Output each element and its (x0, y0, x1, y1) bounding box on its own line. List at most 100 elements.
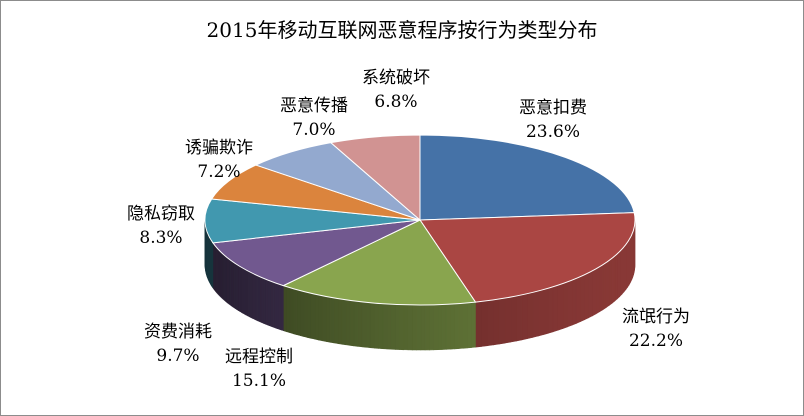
pie-side-1 (532, 290, 539, 338)
pie-side-1 (557, 283, 564, 331)
slice-value-3: 9.7% (156, 346, 199, 366)
pie-side-2 (382, 303, 388, 350)
pie-side-1 (542, 287, 549, 336)
pie-side-2 (293, 288, 298, 336)
pie-side-1 (487, 299, 494, 347)
pie-side-1 (595, 266, 600, 315)
pie-side-1 (504, 296, 512, 344)
pie-side-2 (429, 304, 434, 351)
pie-side-1 (611, 255, 616, 304)
pie-side-2 (369, 302, 375, 349)
pie-side-3 (280, 284, 284, 332)
pie-side-1 (621, 246, 625, 295)
pie-side-1 (605, 259, 610, 309)
pie-side-1 (602, 262, 607, 311)
pie-side-2 (329, 296, 335, 344)
pie-side-2 (341, 298, 347, 346)
slice-value-6: 7.0% (292, 120, 335, 140)
pie-side-1 (527, 292, 534, 340)
pie-tops (204, 134, 636, 306)
pie-side-1 (475, 301, 482, 348)
pie-side-2 (458, 302, 464, 349)
pie-side-2 (322, 295, 327, 342)
pie-side-1 (584, 272, 589, 321)
pie-side-2 (445, 303, 451, 350)
slice-value-5: 7.2% (197, 162, 240, 182)
pie-side-2 (353, 300, 359, 347)
pie-side-2 (303, 291, 308, 338)
pie-side-2 (286, 286, 291, 334)
pie-side-1 (498, 297, 506, 345)
pie-side-1 (599, 264, 604, 313)
pie-side-2 (361, 301, 367, 348)
pie-side-2 (466, 302, 472, 349)
pie-side-2 (390, 303, 396, 350)
pie-side-2 (374, 302, 379, 349)
pie-side-2 (412, 304, 417, 351)
slice-label-1: 流氓行为 (622, 307, 690, 327)
pie-slice-7 (329, 134, 421, 222)
slice-value-1: 22.2% (629, 331, 683, 351)
pie-side-2 (314, 293, 319, 341)
pie-side-2 (378, 303, 384, 350)
pie-side-1 (592, 268, 597, 317)
pie-side-1 (521, 293, 528, 341)
pie-side-1 (537, 289, 544, 337)
pie-side-1 (617, 250, 621, 300)
pie-side-2 (357, 301, 363, 348)
pie-side-2 (416, 304, 422, 351)
pie-side-1 (493, 298, 500, 346)
pie-side-2 (399, 304, 405, 351)
pie-side-1 (580, 274, 585, 323)
slice-value-4: 8.3% (139, 228, 182, 248)
chart-title: 2015年移动互联网恶意程序按行为类型分布 (207, 18, 598, 42)
pie-side-1 (481, 300, 488, 347)
pie-side-1 (614, 253, 618, 302)
pie-side-2 (407, 304, 413, 351)
slice-value-2: 15.1% (232, 371, 286, 391)
slice-label-3: 资费消耗 (144, 322, 212, 342)
pie-side-2 (471, 301, 476, 348)
pie-side-3 (276, 283, 280, 330)
pie-side-1 (571, 277, 577, 326)
pie-slice-2 (282, 219, 477, 306)
pie-side-2 (424, 304, 430, 351)
pie-side-3 (274, 282, 278, 329)
pie-side-1 (562, 281, 568, 329)
pie-side-1 (575, 276, 581, 324)
pie-side-2 (454, 303, 460, 350)
slice-label-7: 系统破坏 (362, 68, 430, 88)
slice-label-4: 隐私窃取 (127, 204, 195, 224)
pie-side-2 (433, 304, 439, 351)
pie-slice-0 (419, 134, 635, 221)
pie-side-1 (588, 270, 593, 319)
pie-slice-3 (212, 219, 421, 287)
pie-side-2 (441, 304, 447, 350)
pie-side-2 (310, 292, 316, 340)
slice-value-0: 23.6% (526, 122, 580, 142)
slice-value-7: 6.8% (374, 92, 417, 112)
pie-side-1 (619, 248, 623, 298)
pie-side-2 (395, 304, 400, 350)
pie-side-3 (272, 281, 276, 329)
slice-label-5: 诱骗欺诈 (185, 138, 253, 158)
pie-side-2 (333, 297, 339, 344)
slice-label-0: 恶意扣费 (519, 98, 587, 118)
pie-side-2 (420, 304, 426, 351)
pie-side-2 (437, 304, 443, 351)
pie-side-2 (283, 285, 287, 333)
pie-side-2 (296, 289, 301, 337)
pie-side-2 (462, 302, 468, 349)
pie-side-2 (289, 287, 294, 335)
pie-side-2 (365, 301, 371, 349)
pie-side-2 (386, 303, 392, 350)
pie-side-2 (349, 299, 355, 347)
pie-slice-4 (204, 198, 421, 244)
pie-side-1 (608, 257, 613, 307)
slice-label-6: 恶意传播 (280, 96, 348, 116)
pie-side-1 (567, 279, 573, 328)
pie-side-2 (450, 303, 456, 350)
pie-side-2 (307, 292, 312, 339)
